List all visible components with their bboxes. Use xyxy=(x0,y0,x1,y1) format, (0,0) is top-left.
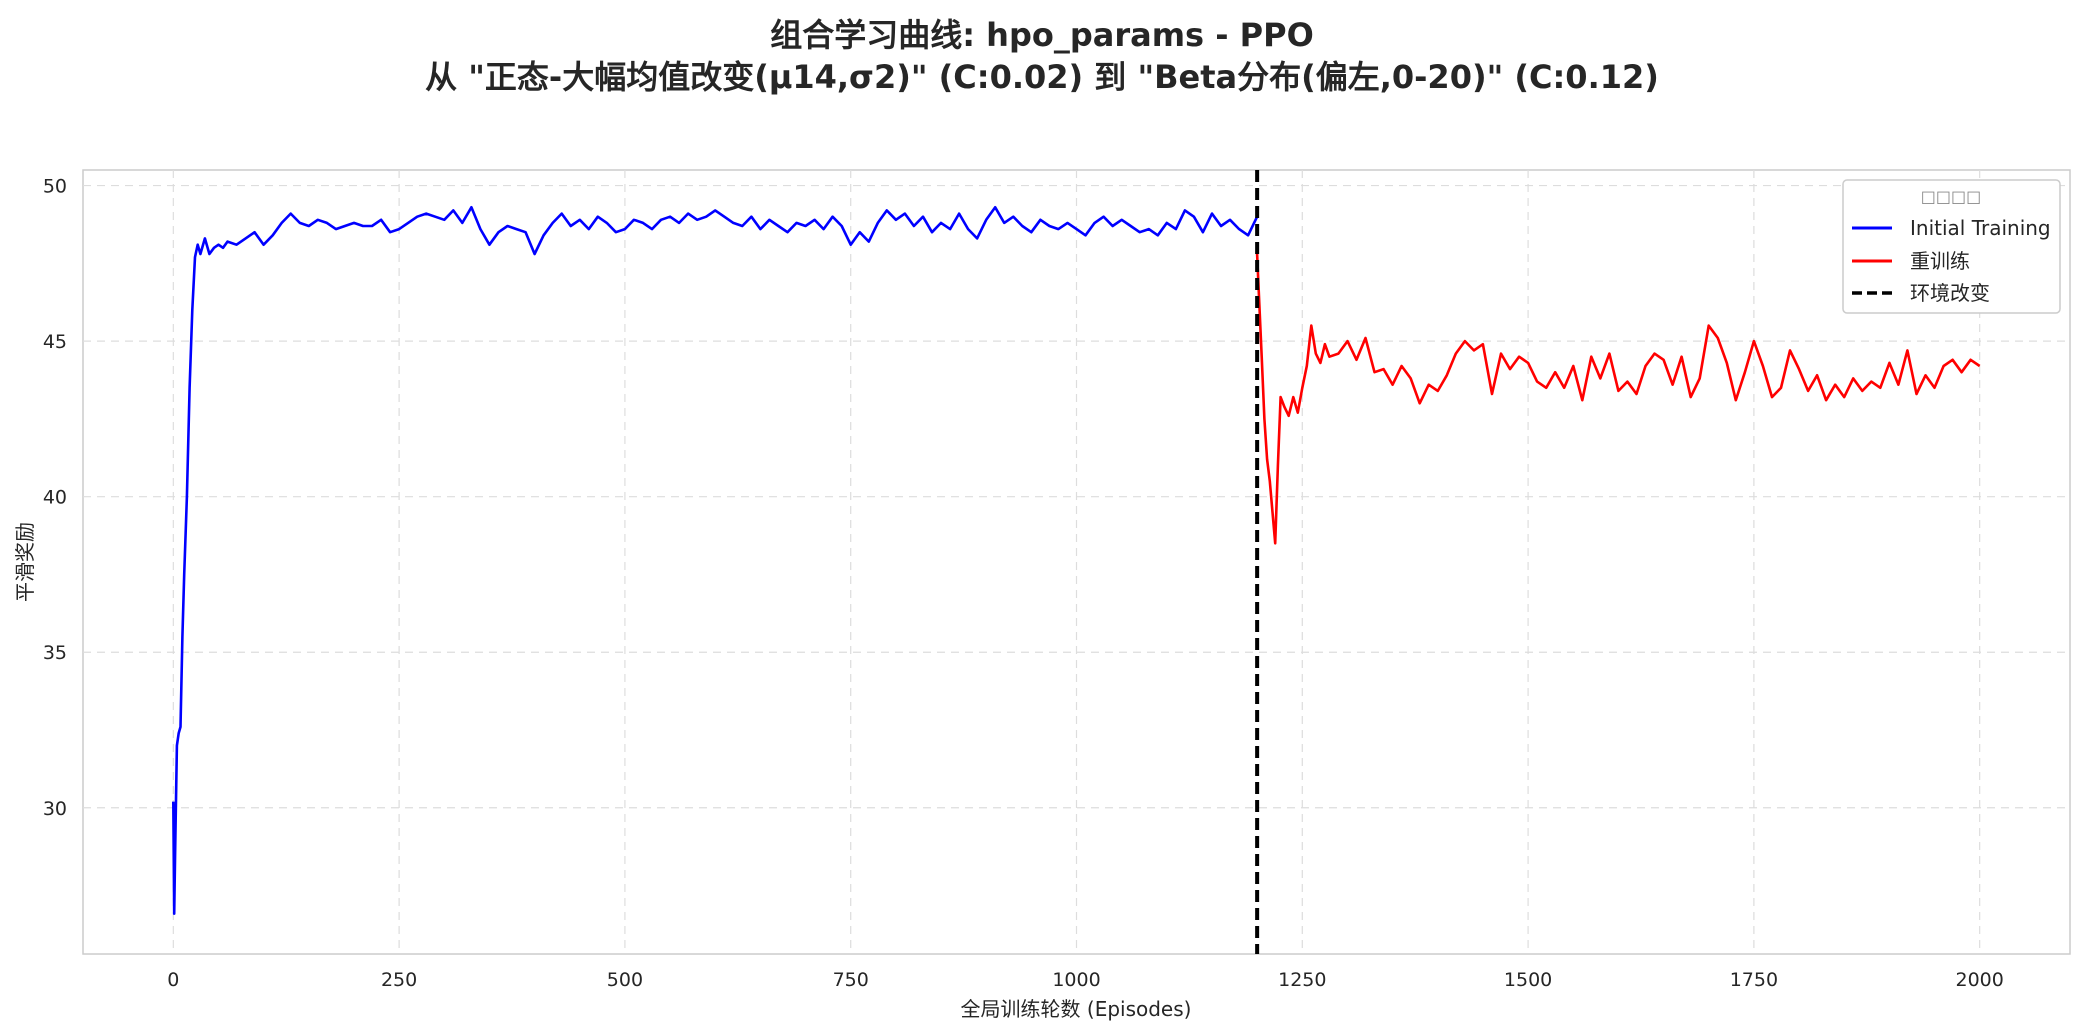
y-tick-label: 40 xyxy=(43,487,67,509)
legend-label-env-change: 环境改变 xyxy=(1910,281,1990,305)
legend-label-retraining: 重训练 xyxy=(1910,249,1970,273)
x-tick-label: 1250 xyxy=(1278,969,1326,991)
chart-title-line-2: 从 "正态-大幅均值改变(μ14,σ2)" (C:0.02) 到 "Beta分布… xyxy=(425,58,1659,96)
x-tick-label: 750 xyxy=(833,969,869,991)
legend: □□□□ Initial Training 重训练 环境改变 xyxy=(1842,179,2061,314)
y-axis-label: 平滑奖励 xyxy=(13,522,37,602)
grid-lines xyxy=(83,170,2070,954)
x-tick-label: 2000 xyxy=(1956,969,2004,991)
legend-title: □□□□ xyxy=(1921,187,1981,206)
x-axis-label: 全局训练轮数 (Episodes) xyxy=(961,997,1192,1021)
y-tick-label: 45 xyxy=(43,331,67,353)
legend-label-initial-training: Initial Training xyxy=(1910,216,2051,240)
series-line-retraining xyxy=(1255,253,1981,545)
y-tick-label: 50 xyxy=(43,176,67,198)
chart-title-line-1: 组合学习曲线: hpo_params - PPO xyxy=(770,16,1314,54)
legend-box xyxy=(1842,179,2061,314)
x-tick-label: 1000 xyxy=(1052,969,1100,991)
y-axis-ticks: 30 35 40 45 50 xyxy=(43,176,67,820)
y-tick-label: 35 xyxy=(43,642,67,664)
series-layer xyxy=(172,206,1981,915)
x-tick-label: 0 xyxy=(167,969,179,991)
x-tick-label: 1750 xyxy=(1730,969,1778,991)
y-tick-label: 30 xyxy=(43,798,67,820)
x-tick-label: 1500 xyxy=(1504,969,1552,991)
x-tick-label: 250 xyxy=(381,969,417,991)
x-tick-label: 500 xyxy=(607,969,643,991)
series-line-initial-training xyxy=(172,206,1259,915)
x-axis-ticks: 0 250 500 750 1000 1250 1500 1750 2000 xyxy=(167,969,2004,991)
